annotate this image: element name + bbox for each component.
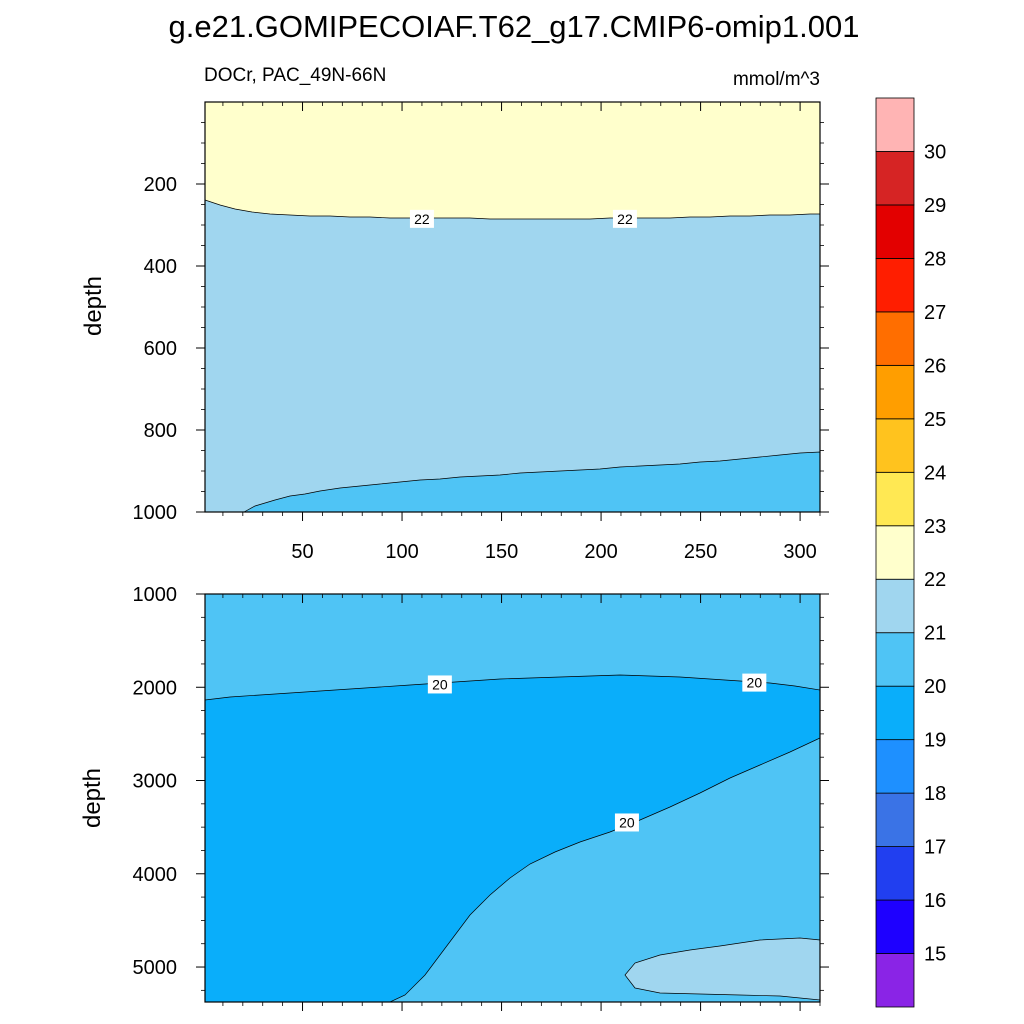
svg-text:22: 22 <box>414 211 430 227</box>
upper-panel: 200 400 600 800 1000 22 22 <box>133 101 829 524</box>
x-tick-label: 200 <box>584 541 617 563</box>
colorbar-box <box>875 632 915 687</box>
y-tick-label: 1000 <box>133 584 178 606</box>
svg-text:22: 22 <box>617 211 633 227</box>
colorbar-label: 24 <box>924 462 946 484</box>
x-tick-label: 100 <box>385 541 418 563</box>
svg-text:20: 20 <box>747 675 763 691</box>
lower-plot-frame <box>204 593 821 1003</box>
x-tick-label: 300 <box>783 541 816 563</box>
svg-text:20: 20 <box>432 676 448 692</box>
svg-text:20: 20 <box>619 814 635 830</box>
colorbar-label: 20 <box>924 676 946 698</box>
x-tick-label: 150 <box>485 541 518 563</box>
colorbar-box <box>875 899 915 954</box>
y-tick-label: 800 <box>144 420 177 442</box>
colorbar-box <box>875 151 915 206</box>
colorbar-label: 17 <box>924 837 946 859</box>
colorbar-label: 18 <box>924 783 946 805</box>
contour-label: 20 <box>742 673 767 692</box>
y-tick-label: 3000 <box>133 771 178 793</box>
colorbar-box <box>875 685 915 741</box>
y-tick-label: 5000 <box>133 957 178 979</box>
lower-ticks: 1000 2000 3000 4000 5000 <box>133 584 829 1011</box>
upper-region-21-22 <box>204 199 821 513</box>
colorbar-label: 29 <box>924 195 946 217</box>
colorbar-box <box>875 364 915 420</box>
x-tick-label: 50 <box>291 541 313 563</box>
colorbar-label: 23 <box>924 516 946 538</box>
colorbar-label: 15 <box>924 944 946 966</box>
colorbar-box <box>875 846 915 901</box>
lower-panel: 1000 2000 3000 4000 5000 20 20 20 <box>133 584 829 1011</box>
colorbar-label: 25 <box>924 409 946 431</box>
y-tick-label: 4000 <box>133 864 178 886</box>
colorbar-label: 22 <box>924 569 946 591</box>
upper-ticks: 200 400 600 800 1000 <box>133 102 829 524</box>
colorbar-label: 16 <box>924 890 946 912</box>
panel-subtitle-units: mmol/m^3 <box>733 69 820 90</box>
colorbar-label: 26 <box>924 355 946 377</box>
colorbar-box <box>875 258 915 313</box>
colorbar: 15 16 17 18 19 20 21 22 23 24 25 26 27 28 29 30 <box>875 97 946 1008</box>
y-tick-label: 1000 <box>133 502 178 524</box>
y-tick-label: 2000 <box>133 677 178 699</box>
colorbar-label: 30 <box>924 141 946 163</box>
x-tick-labels: 50 100 150 200 250 300 <box>291 541 816 563</box>
colorbar-box <box>875 418 915 473</box>
colorbar-box <box>875 97 915 152</box>
colorbar-label: 28 <box>924 248 946 270</box>
colorbar-box <box>875 953 915 1008</box>
colorbar-box <box>875 311 915 366</box>
panel-subtitle-left: DOCr, PAC_49N-66N <box>204 65 386 86</box>
lower-contour-labels: 20 20 20 <box>427 673 767 832</box>
x-tick-label: 250 <box>684 541 717 563</box>
contour-label: 22 <box>409 209 434 228</box>
colorbar-label: 19 <box>924 730 946 752</box>
colorbar-box <box>875 525 915 580</box>
colorbar-box <box>875 204 915 259</box>
colorbar-box <box>875 471 915 527</box>
figure-title: g.e21.GOMIPECOIAF.T62_g17.CMIP6-omip1.00… <box>169 9 860 44</box>
contour-label: 20 <box>614 813 639 832</box>
y-tick-label: 200 <box>144 174 177 196</box>
upper-y-axis-label: depth <box>80 276 107 336</box>
upper-contour-labels: 22 22 <box>409 209 637 228</box>
upper-region-20-21 <box>243 451 821 513</box>
lower-y-axis-label: depth <box>79 768 106 828</box>
colorbar-label: 27 <box>924 302 946 324</box>
colorbar-box <box>875 792 915 847</box>
contour-label: 22 <box>612 209 637 228</box>
colorbar-box <box>875 739 915 794</box>
y-tick-label: 600 <box>144 338 177 360</box>
colorbar-label: 21 <box>924 623 946 645</box>
contour-label: 20 <box>427 675 452 694</box>
colorbar-box <box>875 578 915 634</box>
y-tick-label: 400 <box>144 256 177 278</box>
